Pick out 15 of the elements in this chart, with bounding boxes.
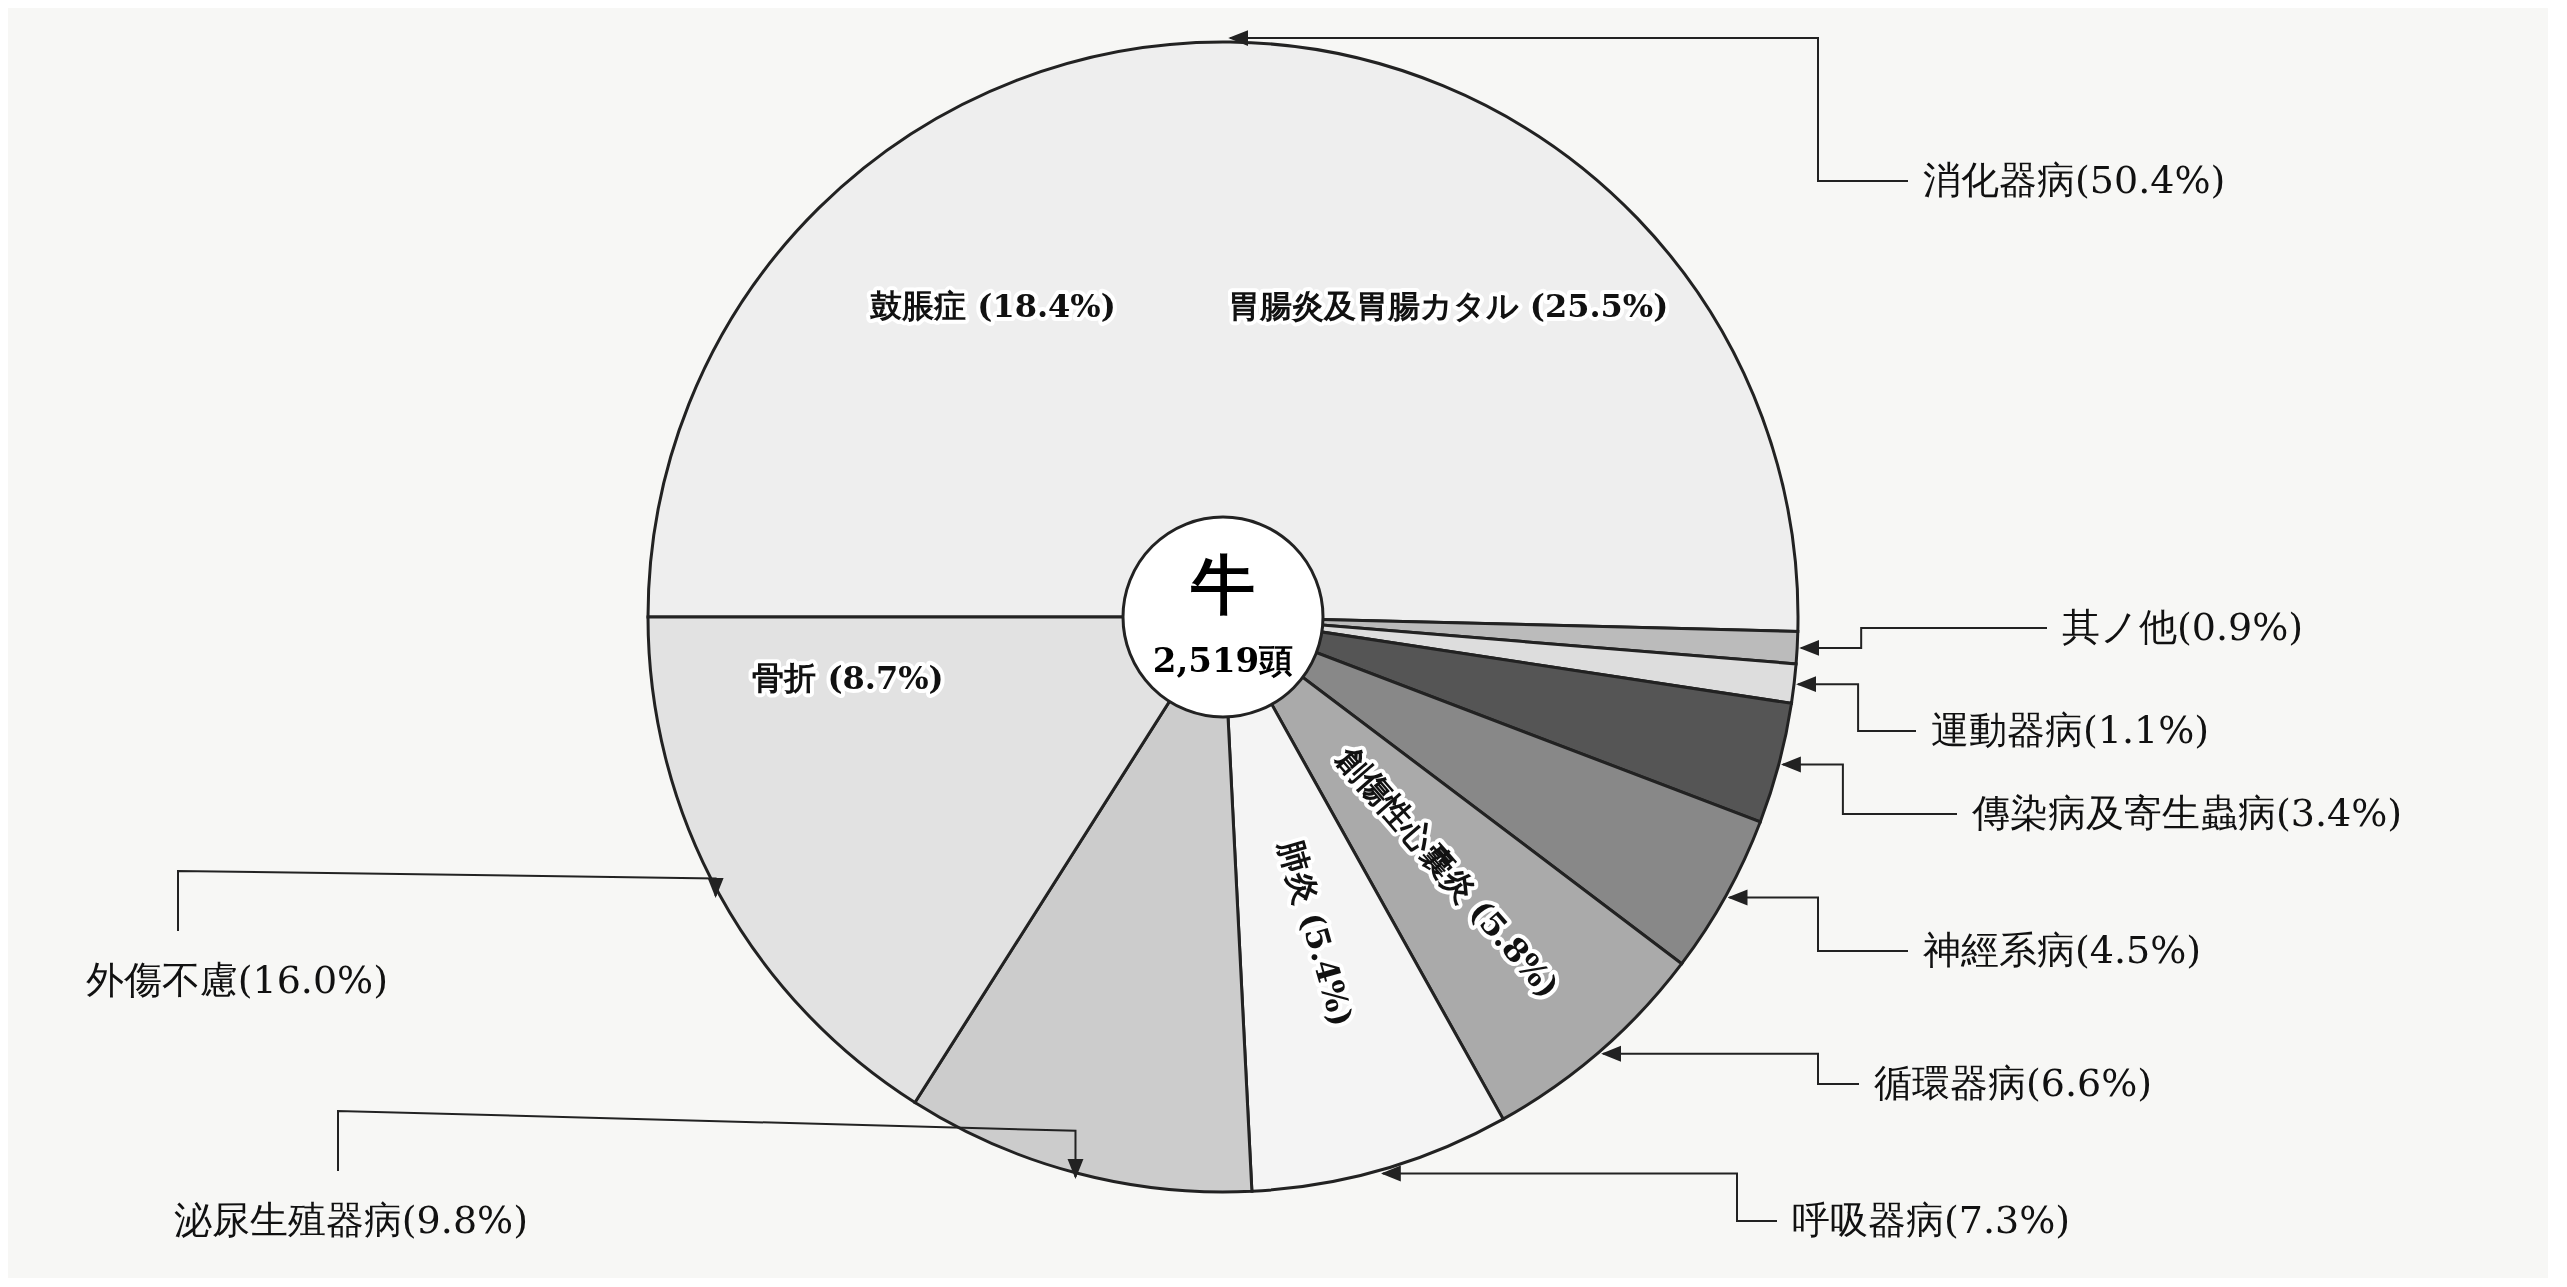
- text: 2,519頭: [1152, 640, 1294, 680]
- slice-label: 循環器病(6.6%): [1874, 1061, 2153, 1105]
- slice-label: 消化器病(50.4%): [1923, 158, 2226, 202]
- slice-label: 泌尿生殖器病(9.8%): [173, 1198, 528, 1242]
- text: 肺炎 (5.4%): [1271, 835, 1362, 1031]
- slice-label: 神經系病(4.5%): [1923, 928, 2202, 972]
- slice-label: 傳染病及寄生蟲病(3.4%): [1971, 791, 2403, 835]
- text: 骨折 (8.7%): [752, 658, 944, 697]
- text: 牛: [1190, 547, 1255, 622]
- slice-label: 運動器病(1.1%): [1931, 708, 2210, 752]
- slice-label: 外傷不慮(16.0%): [85, 958, 388, 1002]
- text: 鼓脹症 (18.4%): [869, 286, 1116, 325]
- text: 胃腸炎及胃腸カタル (25.5%): [1227, 286, 1669, 325]
- slice-label: 其ノ他(0.9%): [2062, 605, 2304, 649]
- slice-label: 呼吸器病(7.3%): [1792, 1198, 2071, 1242]
